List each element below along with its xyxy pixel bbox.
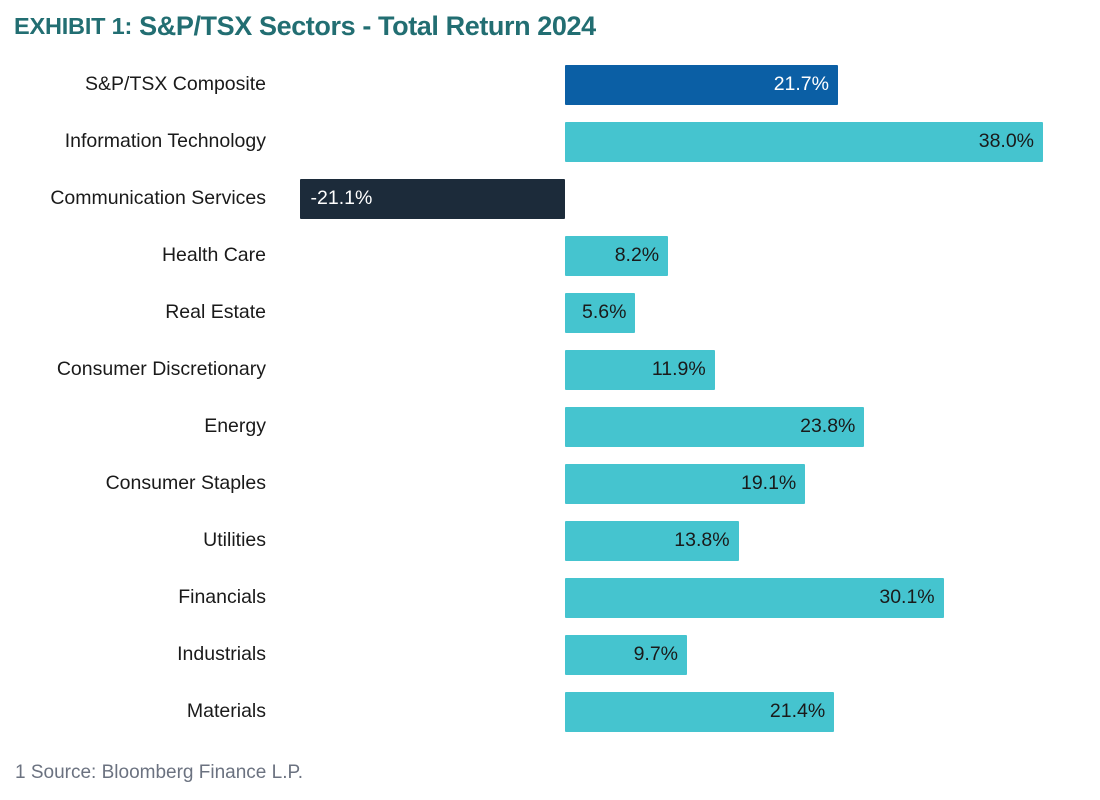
bar-value-label: 23.8% — [800, 415, 856, 438]
chart-title-text: S&P/TSX Sectors - Total Return 2024 — [139, 10, 596, 41]
bar-track: 38.0% — [0, 113, 1100, 170]
category-label: Real Estate — [165, 301, 266, 323]
bar-value-label: 5.6% — [581, 301, 627, 324]
source-note: 1 Source: Bloomberg Finance L.P. — [15, 762, 303, 783]
bar[interactable]: 21.7% — [565, 65, 838, 105]
category-label: Utilities — [203, 529, 266, 551]
category-label: Energy — [204, 415, 266, 437]
bar-value-label: 9.7% — [633, 643, 679, 666]
category-label: Consumer Discretionary — [56, 358, 266, 380]
category-label: Health Care — [161, 244, 266, 266]
bar-row: Financials 30.1% — [0, 569, 1100, 626]
bar-track: 21.7% — [0, 56, 1100, 113]
category-label: Communication Services — [50, 187, 266, 209]
bar[interactable]: -21.1% — [299, 179, 565, 219]
category-label: Materials — [186, 700, 266, 722]
bar-track: 23.8% — [0, 398, 1100, 455]
bar-track: -21.1% — [0, 170, 1100, 227]
bar-track: 5.6% — [0, 284, 1100, 341]
bar-value-label: 38.0% — [978, 130, 1035, 153]
exhibit-label: EXHIBIT 1: — [14, 12, 133, 39]
bar[interactable]: 30.1% — [565, 578, 944, 618]
bar-value-label: 21.7% — [773, 73, 829, 96]
bar-row: Health Care 8.2% — [0, 227, 1100, 284]
bar-value-label: -21.1% — [310, 187, 373, 210]
bar-value-label: 11.9% — [651, 358, 706, 381]
bar[interactable]: 21.4% — [565, 692, 835, 732]
bar[interactable]: 8.2% — [565, 236, 669, 276]
category-label: Financials — [178, 586, 266, 608]
bar-row: S&P/TSX Composite 21.7% — [0, 56, 1100, 113]
chart-plot-area: S&P/TSX Composite 21.7% Information Techno… — [0, 56, 1100, 746]
bar-value-label: 19.1% — [740, 472, 797, 495]
bar-track: 9.7% — [0, 626, 1100, 683]
bar-row: Communication Services -21.1% — [0, 170, 1100, 227]
bar-track: 19.1% — [0, 455, 1100, 512]
bar-track: 30.1% — [0, 569, 1100, 626]
bar-track: 13.8% — [0, 512, 1100, 569]
bar-row: Energy 23.8% — [0, 398, 1100, 455]
bar[interactable]: 11.9% — [565, 350, 715, 390]
category-label: Industrials — [177, 643, 266, 665]
bar-track: 8.2% — [0, 227, 1100, 284]
category-label: Information Technology — [64, 130, 266, 152]
bar-row: Consumer Staples 19.1% — [0, 455, 1100, 512]
bar-row: Industrials 9.7% — [0, 626, 1100, 683]
bar-row: Real Estate 5.6% — [0, 284, 1100, 341]
bar-value-label: 13.8% — [674, 529, 730, 552]
bar-row: Utilities 13.8% — [0, 512, 1100, 569]
bar-value-label: 8.2% — [614, 244, 660, 267]
bar-row: Consumer Discretionary 11.9% — [0, 341, 1100, 398]
bar[interactable]: 13.8% — [565, 521, 739, 561]
bar[interactable]: 5.6% — [565, 293, 636, 333]
bar-track: 11.9% — [0, 341, 1100, 398]
bar[interactable]: 9.7% — [565, 635, 688, 675]
page-title: EXHIBIT 1: S&P/TSX Sectors - Total Retur… — [14, 4, 1084, 48]
bar[interactable]: 23.8% — [565, 407, 865, 447]
bar[interactable]: 19.1% — [565, 464, 806, 504]
bar-value-label: 30.1% — [879, 586, 935, 609]
category-label: Consumer Staples — [105, 472, 266, 494]
bar[interactable]: 38.0% — [565, 122, 1044, 162]
bar-value-label: 21.4% — [769, 700, 826, 723]
bar-row: Information Technology 38.0% — [0, 113, 1100, 170]
category-label: S&P/TSX Composite — [85, 73, 266, 95]
bar-row: Materials 21.4% — [0, 683, 1100, 740]
bar-track: 21.4% — [0, 683, 1100, 740]
